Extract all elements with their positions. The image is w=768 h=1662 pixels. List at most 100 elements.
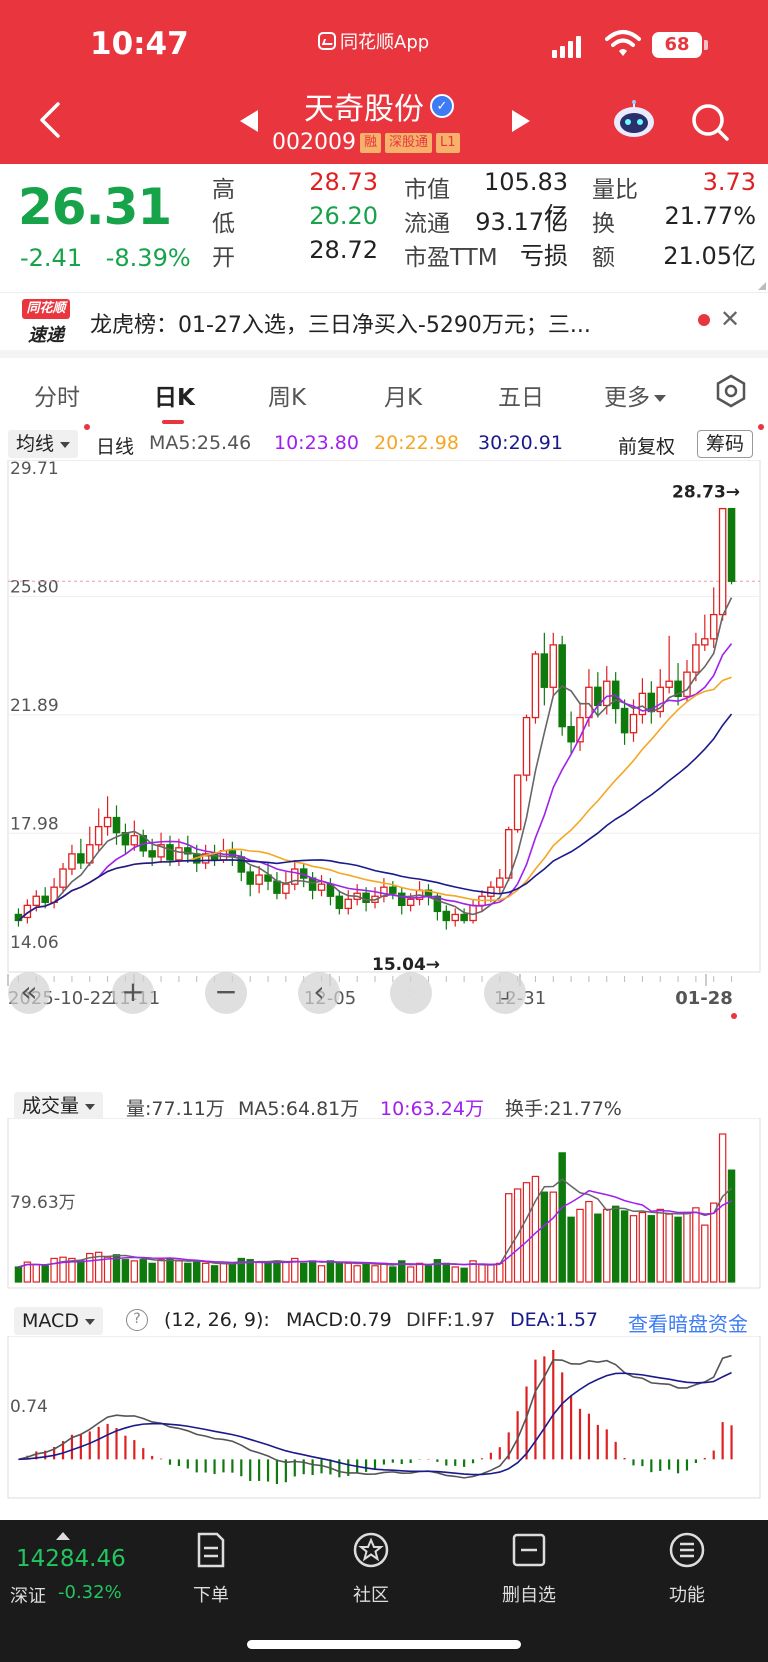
price-change: -2.41 -8.39% — [20, 244, 207, 272]
macd-selector-label: MACD — [22, 1310, 79, 1332]
candle-body — [692, 644, 700, 673]
period-tabs: 分时 日K 周K 月K 五日 更多 — [0, 358, 768, 426]
macd-selector[interactable]: MACD — [14, 1307, 103, 1335]
volume-bar — [273, 1260, 281, 1283]
volume-bar — [335, 1261, 344, 1283]
volume-bar — [59, 1256, 67, 1283]
back-icon[interactable] — [36, 100, 66, 140]
candlestick-chart[interactable]: 29.7125.8021.8917.9814.0628.73→15.04→202… — [0, 460, 768, 1060]
home-indicator — [247, 1640, 521, 1649]
candle-body — [522, 716, 531, 776]
candle-body — [32, 895, 41, 907]
candle-body — [629, 713, 638, 734]
candle-body — [585, 686, 593, 719]
macd-chart[interactable]: 0.74 — [0, 1336, 768, 1506]
collapse-icon[interactable]: « — [8, 972, 50, 1014]
tab-weekly-k[interactable]: 周K — [268, 385, 307, 411]
candle-body — [282, 883, 290, 894]
volume-bar — [540, 1191, 549, 1283]
expand-corner-icon[interactable] — [758, 282, 766, 290]
nav-remove-watchlist[interactable]: 删自选 — [484, 1530, 574, 1607]
candle-body — [41, 895, 49, 903]
volume-bar — [380, 1262, 388, 1283]
volume-bar — [255, 1261, 263, 1283]
diff-line — [18, 1354, 732, 1479]
high-value: 28.73 — [309, 168, 378, 196]
close-icon[interactable]: ✕ — [720, 305, 741, 333]
y-tick-label: 25.80 — [10, 577, 59, 597]
nav-community[interactable]: 社区 — [326, 1530, 416, 1607]
tab-intraday[interactable]: 分时 — [34, 385, 80, 411]
scroll-right-icon[interactable]: › — [390, 972, 432, 1014]
news-banner[interactable]: 同花顺 速递 龙虎榜：01-27入选，三日净买入-5290万元；三... — [0, 292, 768, 350]
pe-label: 市盈TTM — [404, 245, 498, 271]
candle-body — [496, 877, 504, 888]
zoom-in-icon[interactable]: + — [112, 972, 154, 1014]
next-stock-icon[interactable] — [512, 110, 530, 132]
index-change: -0.32% — [58, 1582, 122, 1603]
candle-body — [362, 892, 370, 903]
prev-stock-icon[interactable] — [240, 110, 258, 132]
candle-body — [727, 507, 736, 582]
app-logo-icon — [318, 32, 336, 50]
settings-icon[interactable] — [714, 374, 748, 408]
flash-news-logo: 同花顺 速递 — [22, 299, 70, 346]
nav-order[interactable]: 下单 — [166, 1530, 256, 1607]
candle-body — [112, 816, 121, 834]
tab-five-day[interactable]: 五日 — [498, 385, 544, 411]
quote-panel: 26.31 -2.41 -8.39% 高 28.73 市值 105.83亿 量比… — [0, 164, 768, 292]
candle-body — [317, 883, 326, 891]
volume-bar — [291, 1257, 299, 1283]
nav-functions-label: 功能 — [669, 1585, 705, 1606]
app-name: 同花顺App — [340, 32, 430, 53]
candle-body — [264, 874, 272, 882]
float-cap-label: 流通 — [404, 211, 450, 237]
market-cap-value: 105.83亿 — [484, 168, 568, 230]
candle-body — [148, 850, 156, 858]
volume-bar — [317, 1265, 326, 1283]
chevron-down-icon — [84, 1318, 95, 1325]
volume-bar — [585, 1200, 593, 1283]
volume-bar — [94, 1251, 103, 1283]
candle-body — [451, 913, 459, 922]
expand-index-icon[interactable] — [56, 1532, 70, 1540]
ai-assistant-icon[interactable] — [612, 100, 656, 140]
candle-body — [166, 844, 174, 861]
open-value: 28.72 — [309, 236, 378, 264]
volume-bar — [14, 1266, 23, 1283]
volume-bar — [299, 1262, 308, 1283]
volume-bar — [424, 1265, 433, 1283]
tab-more[interactable]: 更多 — [604, 378, 666, 412]
tab-daily-k[interactable]: 日K — [154, 385, 195, 411]
low-value: 26.20 — [309, 202, 378, 230]
candle-body — [273, 880, 281, 894]
tab-monthly-k[interactable]: 月K — [384, 385, 423, 411]
help-icon[interactable]: ? — [126, 1309, 148, 1331]
indicator-selector[interactable]: 均线 — [8, 430, 79, 458]
candle-body — [291, 868, 299, 885]
nav-functions[interactable]: 功能 — [642, 1530, 732, 1607]
volume-bar — [175, 1260, 183, 1283]
verified-icon: ✓ — [430, 94, 454, 118]
scroll-left-icon[interactable]: ‹ — [298, 972, 340, 1014]
volume-chart[interactable]: 79.63万 — [0, 1118, 768, 1294]
dark-pool-link[interactable]: 查看暗盘资金 — [628, 1312, 748, 1336]
signal-icon — [552, 36, 581, 58]
macd-frame — [7, 1336, 761, 1499]
volume-bar — [166, 1257, 174, 1283]
chip-distribution-button[interactable]: 筹码 — [697, 430, 754, 458]
fullscreen-icon[interactable]: ⌟ — [484, 972, 526, 1014]
candle-body — [549, 644, 558, 688]
volume-bar — [112, 1254, 121, 1283]
adjust-mode[interactable]: 前复权 — [618, 436, 676, 458]
level-tag: L1 — [436, 132, 460, 153]
header: 10:47 同花顺App 68 天奇股份 ✓ 002009 融 — [0, 0, 768, 164]
zoom-out-icon[interactable]: − — [205, 972, 247, 1014]
volume-selector[interactable]: 成交量 — [14, 1092, 104, 1120]
volume-bar — [638, 1211, 647, 1283]
market-cap-label: 市值 — [404, 177, 450, 203]
candle-body — [513, 774, 522, 831]
index-value[interactable]: 14284.46 — [16, 1546, 126, 1572]
search-icon[interactable] — [690, 102, 730, 142]
